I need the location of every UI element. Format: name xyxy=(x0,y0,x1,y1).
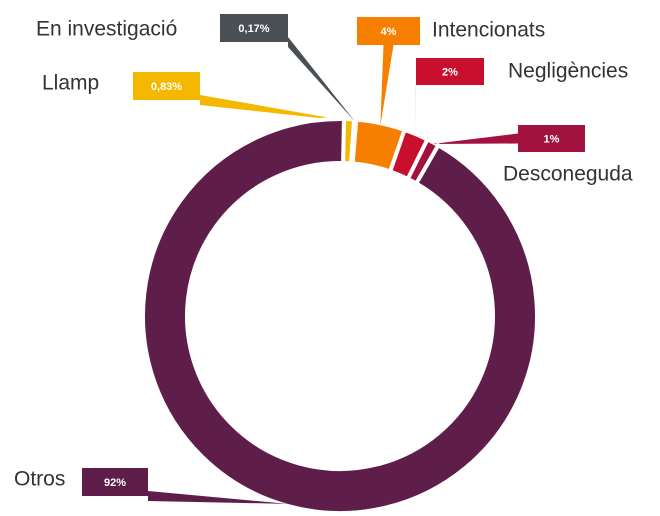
category-label: Negligències xyxy=(508,60,628,83)
category-label: Llamp xyxy=(42,72,99,95)
leader-line xyxy=(415,80,416,137)
value-label: 0,17% xyxy=(238,23,269,35)
value-label-box xyxy=(133,72,200,100)
value-label-box xyxy=(416,58,484,85)
leader-line xyxy=(380,45,394,126)
value-label: 1% xyxy=(544,133,560,145)
value-label: 2% xyxy=(442,66,458,78)
value-label: 4% xyxy=(381,26,397,38)
value-label: 92% xyxy=(104,477,126,489)
category-label: Intencionats xyxy=(432,19,545,42)
category-label: Otros xyxy=(14,468,65,491)
donut-slice xyxy=(141,117,539,515)
value-label: 0,83% xyxy=(151,81,182,93)
category-label: En investigació xyxy=(36,18,177,41)
leader-line xyxy=(148,491,288,504)
value-label-box xyxy=(357,17,420,45)
category-label: Desconeguda xyxy=(503,163,633,186)
value-label-box xyxy=(220,14,288,42)
value-label-box xyxy=(82,468,148,496)
leader-line xyxy=(288,37,356,122)
leader-line xyxy=(200,95,349,122)
leader-line xyxy=(431,133,518,145)
value-label-box xyxy=(518,125,585,152)
